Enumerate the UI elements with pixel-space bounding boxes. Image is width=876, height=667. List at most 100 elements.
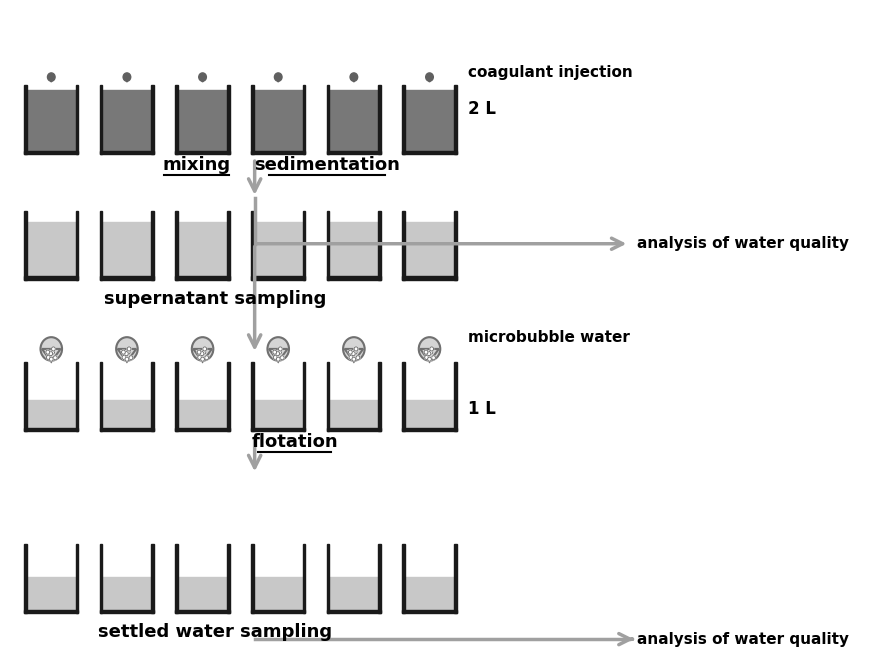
- Bar: [75, 211, 79, 279]
- Bar: [327, 428, 381, 431]
- Circle shape: [124, 352, 128, 356]
- Bar: [25, 544, 27, 614]
- Bar: [227, 362, 230, 431]
- Bar: [303, 85, 306, 154]
- Circle shape: [46, 356, 50, 360]
- Circle shape: [205, 356, 208, 360]
- Circle shape: [424, 350, 427, 354]
- Text: sedimentation: sedimentation: [254, 156, 400, 174]
- Bar: [75, 362, 79, 431]
- Polygon shape: [275, 77, 281, 82]
- Circle shape: [351, 352, 356, 356]
- Polygon shape: [269, 349, 287, 362]
- Bar: [405, 222, 454, 276]
- Bar: [251, 211, 254, 279]
- Text: analysis of water quality: analysis of water quality: [637, 236, 849, 251]
- Circle shape: [126, 350, 131, 354]
- Bar: [402, 362, 405, 431]
- Bar: [25, 610, 79, 614]
- Circle shape: [125, 357, 129, 362]
- Circle shape: [117, 338, 138, 361]
- Circle shape: [40, 338, 62, 361]
- Bar: [178, 577, 227, 610]
- Bar: [402, 428, 456, 431]
- Bar: [402, 211, 405, 279]
- Circle shape: [51, 350, 54, 354]
- Bar: [175, 544, 178, 614]
- Bar: [251, 276, 306, 279]
- Circle shape: [47, 73, 55, 81]
- Circle shape: [122, 350, 125, 354]
- Polygon shape: [427, 77, 433, 82]
- Bar: [100, 151, 154, 154]
- Bar: [27, 577, 75, 610]
- Bar: [378, 211, 381, 279]
- Bar: [25, 151, 79, 154]
- Bar: [327, 85, 329, 154]
- Bar: [454, 544, 456, 614]
- Bar: [175, 610, 230, 614]
- Circle shape: [343, 338, 364, 361]
- Bar: [254, 400, 303, 428]
- Bar: [327, 610, 381, 614]
- Circle shape: [349, 350, 352, 354]
- Bar: [329, 400, 378, 428]
- Bar: [454, 85, 456, 154]
- Circle shape: [203, 347, 207, 351]
- Polygon shape: [350, 77, 357, 82]
- Polygon shape: [42, 349, 60, 362]
- Bar: [102, 91, 152, 151]
- Circle shape: [350, 73, 357, 81]
- Bar: [175, 428, 230, 431]
- Circle shape: [276, 352, 279, 356]
- Bar: [327, 211, 329, 279]
- Bar: [303, 362, 306, 431]
- Circle shape: [273, 356, 277, 360]
- Polygon shape: [194, 349, 212, 362]
- Circle shape: [279, 347, 282, 351]
- Bar: [251, 544, 254, 614]
- Bar: [100, 428, 154, 431]
- Bar: [100, 610, 154, 614]
- Circle shape: [278, 350, 281, 354]
- Bar: [402, 544, 405, 614]
- Polygon shape: [117, 349, 137, 362]
- Bar: [329, 577, 378, 610]
- Text: supernatant sampling: supernatant sampling: [103, 289, 326, 307]
- Bar: [402, 610, 456, 614]
- Circle shape: [46, 350, 50, 354]
- Polygon shape: [48, 77, 54, 82]
- Text: coagulant injection: coagulant injection: [468, 65, 632, 80]
- Circle shape: [354, 347, 358, 351]
- Bar: [27, 222, 75, 276]
- Circle shape: [129, 356, 133, 360]
- Circle shape: [352, 357, 356, 362]
- Bar: [402, 151, 456, 154]
- Circle shape: [197, 350, 201, 354]
- Bar: [378, 362, 381, 431]
- Circle shape: [127, 347, 131, 351]
- Bar: [254, 577, 303, 610]
- Polygon shape: [124, 77, 131, 82]
- Bar: [25, 362, 27, 431]
- Bar: [100, 544, 102, 614]
- Circle shape: [349, 356, 353, 360]
- Bar: [175, 362, 178, 431]
- Bar: [405, 577, 454, 610]
- Bar: [25, 276, 79, 279]
- Circle shape: [432, 356, 435, 360]
- Bar: [178, 222, 227, 276]
- Bar: [27, 91, 75, 151]
- Bar: [100, 211, 102, 279]
- Bar: [303, 211, 306, 279]
- Bar: [378, 544, 381, 614]
- Polygon shape: [420, 349, 439, 362]
- Bar: [402, 85, 405, 154]
- Circle shape: [274, 73, 282, 81]
- Bar: [227, 544, 230, 614]
- Bar: [175, 85, 178, 154]
- Bar: [251, 428, 306, 431]
- Circle shape: [276, 357, 280, 362]
- Circle shape: [356, 356, 360, 360]
- Circle shape: [353, 350, 357, 354]
